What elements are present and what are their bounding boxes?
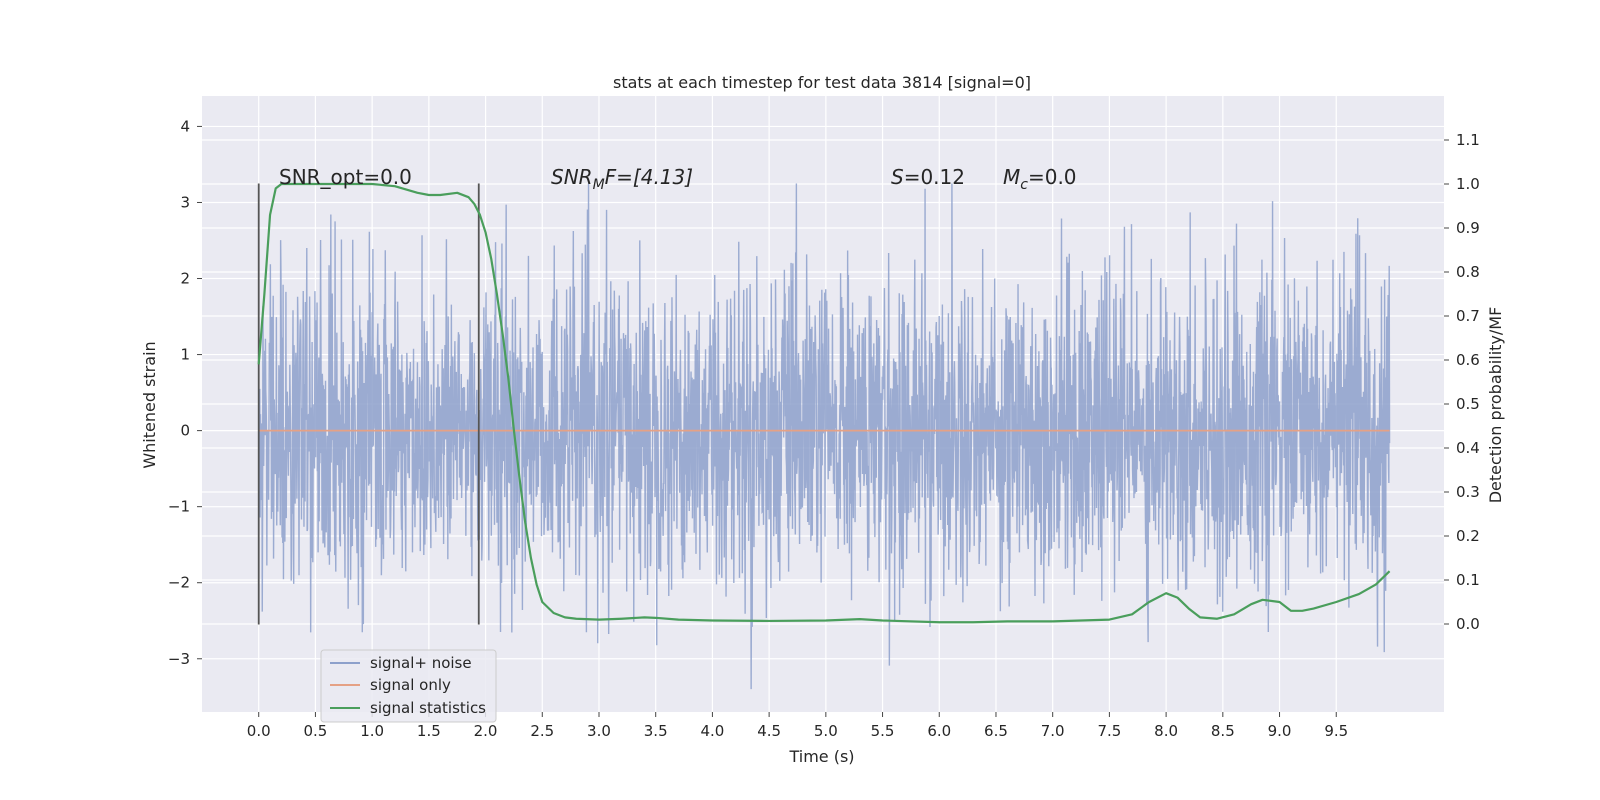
y-tick-label: −2 — [168, 574, 190, 592]
tick-labels: 0.0 0.5 1.0 1.5 2.0 2.5 3.0 3.5 4.0 4.5 5.0 5.5 6.0 6… — [168, 117, 1480, 740]
y2-tick-label: 1.0 — [1456, 175, 1480, 193]
annotation-snr-mf-sub: M — [593, 177, 605, 193]
noise-trace — [258, 183, 1391, 690]
y-tick-label: 1 — [180, 346, 190, 364]
y2-tick-label: 1.1 — [1456, 131, 1480, 149]
x-tick-label: 2.0 — [474, 722, 498, 740]
y2-tick-label: 0.5 — [1456, 395, 1480, 413]
x-tick-label: 9.5 — [1324, 722, 1348, 740]
y2-tick-label: 0.0 — [1456, 615, 1480, 633]
x-tick-label: 9.0 — [1268, 722, 1292, 740]
y2-tick-label: 0.2 — [1456, 527, 1480, 545]
y-tick-label: 0 — [180, 422, 190, 440]
y2-tick-label: 0.7 — [1456, 307, 1480, 325]
annotation-mc-sub: c — [1020, 177, 1028, 193]
x-tick-label: 0.0 — [247, 722, 271, 740]
series-signal-statistics — [257, 182, 1391, 624]
x-tick-label: 0.5 — [303, 722, 327, 740]
annotation-mc-main: M — [1003, 165, 1020, 189]
legend-label-signal-only: signal only — [370, 676, 451, 694]
x-tick-label: 7.5 — [1097, 722, 1121, 740]
vertical-markers — [257, 183, 480, 625]
x-tick-label: 8.5 — [1211, 722, 1235, 740]
x-tick-label: 3.5 — [644, 722, 668, 740]
statistics-line — [257, 182, 1391, 624]
legend: signal+ noise signal only signal statist… — [320, 649, 497, 723]
y-tick-label: 3 — [180, 193, 190, 211]
chart-title: stats at each timestep for test data 381… — [613, 73, 1031, 92]
y2-tick-label: 0.9 — [1456, 219, 1480, 237]
y2-tick-label: 0.3 — [1456, 483, 1480, 501]
x-tick-label: 7.0 — [1041, 722, 1065, 740]
annotation-snr-opt: SNR_opt=0.0 — [279, 165, 412, 189]
x-tick-label: 5.5 — [871, 722, 895, 740]
x-tick-label: 2.5 — [530, 722, 554, 740]
legend-label-statistics: signal statistics — [370, 699, 486, 717]
annotation-snr-mf-main: SNR — [551, 165, 593, 189]
y2-tick-label: 0.8 — [1456, 263, 1480, 281]
x-tick-label: 4.0 — [700, 722, 724, 740]
y2-tick-label: 0.4 — [1456, 439, 1480, 457]
legend-label-noise: signal+ noise — [370, 654, 472, 672]
y-axis-label: Whitened strain — [140, 341, 159, 468]
x-axis-label: Time (s) — [788, 747, 854, 766]
y-tick-label: −3 — [168, 650, 190, 668]
annotation-s-rest: =0.12 — [904, 165, 965, 189]
x-tick-label: 4.5 — [757, 722, 781, 740]
legend-box — [320, 649, 497, 723]
y2-tick-label: 0.6 — [1456, 351, 1480, 369]
y2-tick-label: 0.1 — [1456, 571, 1480, 589]
annotation-s-main: S — [891, 165, 904, 189]
x-tick-label: 8.0 — [1154, 722, 1178, 740]
x-tick-label: 1.0 — [360, 722, 384, 740]
x-tick-label: 6.5 — [984, 722, 1008, 740]
annotation-mc-rest: =0.0 — [1028, 165, 1077, 189]
annotation-s: S=0.12 — [891, 165, 965, 189]
x-tick-label: 3.0 — [587, 722, 611, 740]
x-tick-label: 6.0 — [927, 722, 951, 740]
annotation-snr-mf-rest: F=[4.13] — [605, 165, 693, 189]
y-tick-label: 4 — [180, 117, 190, 135]
y2-axis-label: Detection probability/MF — [1486, 307, 1505, 504]
y-tick-label: −1 — [168, 498, 190, 516]
x-tick-label: 1.5 — [417, 722, 441, 740]
annotation-mc: Mc=0.0 — [1003, 165, 1077, 193]
series-signal-noise — [258, 183, 1391, 690]
annotation-snr-mf: SNRMF=[4.13] — [551, 165, 693, 193]
y-tick-label: 2 — [180, 270, 190, 288]
x-tick-label: 5.0 — [814, 722, 838, 740]
